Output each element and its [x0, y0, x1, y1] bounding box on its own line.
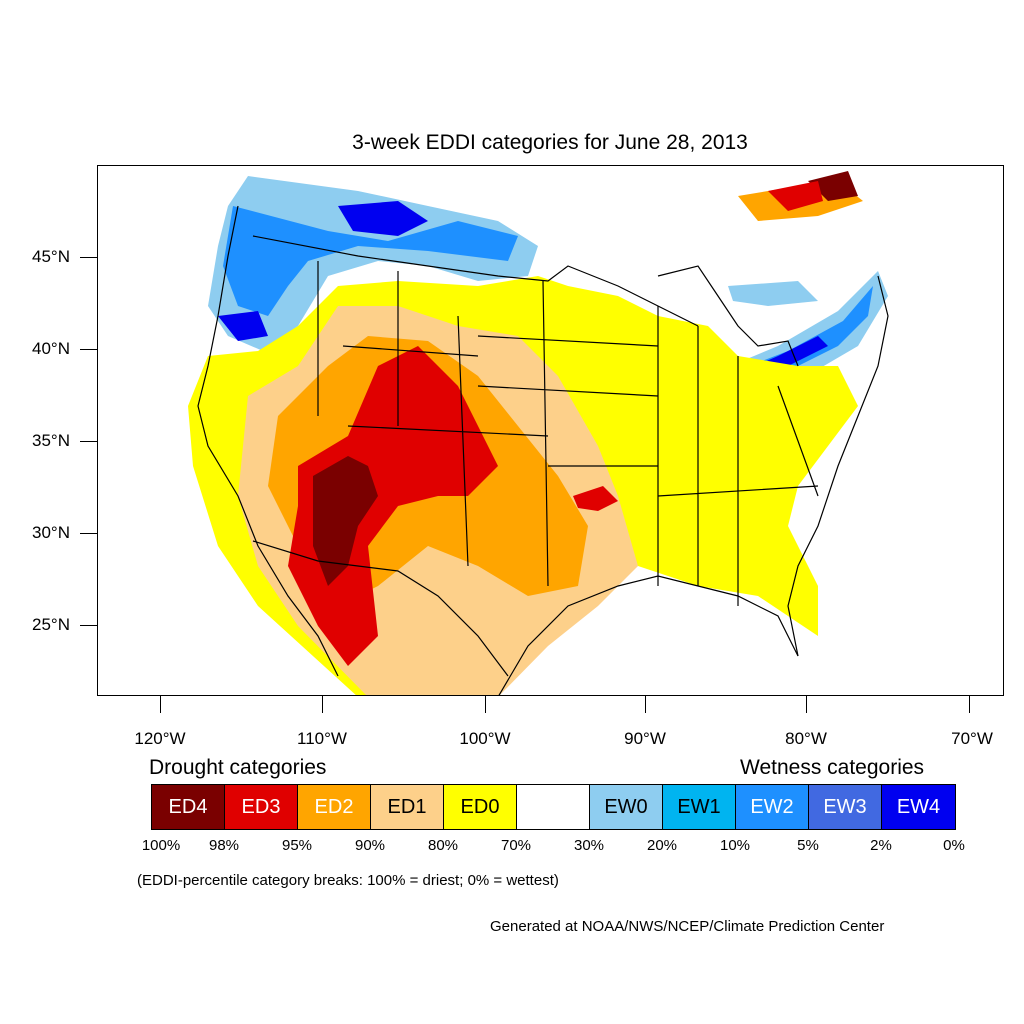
- ed3-small-region: [573, 486, 618, 511]
- lon-label-70: 70°W: [951, 729, 993, 748]
- legend-box-ed2: ED2: [298, 785, 371, 829]
- lat-tick-45: [80, 257, 97, 258]
- lon-tick-110: [322, 696, 323, 713]
- lat-label-45: 45°N: [32, 247, 70, 266]
- legend-box-ew4: EW4: [882, 785, 955, 829]
- lat-tick-40: [80, 349, 97, 350]
- legend-box-ew0: EW0: [590, 785, 663, 829]
- lon-label-100: 100°W: [459, 729, 511, 748]
- great-lakes: [657, 265, 799, 367]
- lat-tick-35: [80, 441, 97, 442]
- lon-label-80: 80°W: [785, 729, 827, 748]
- lon-tick-120: [160, 696, 161, 713]
- break-label: 20%: [646, 837, 678, 854]
- credit-line: Generated at NOAA/NWS/NCEP/Climate Predi…: [490, 918, 885, 935]
- break-label: 2%: [870, 837, 892, 854]
- northwest-ew2-region: [223, 206, 518, 316]
- legend-box-ed1: ED1: [371, 785, 444, 829]
- lat-tick-25: [80, 625, 97, 626]
- lon-label-90: 90°W: [624, 729, 666, 748]
- break-label: 70%: [500, 837, 532, 854]
- east-coast-line: [787, 275, 889, 657]
- northeast-ed3-region: [768, 181, 823, 211]
- state-lines-west: [317, 261, 549, 567]
- legend-box-ew1: EW1: [663, 785, 736, 829]
- break-label: 0%: [943, 837, 965, 854]
- wetness-categories-heading: Wetness categories: [740, 756, 925, 779]
- category-legend: ED4 ED3 ED2 ED1 ED0 EW0 EW1 EW2 EW3 EW4: [151, 784, 956, 830]
- lon-label-120: 120°W: [134, 729, 186, 748]
- lat-label-40: 40°N: [32, 339, 70, 358]
- eddi-map: [188, 171, 889, 695]
- legend-box-ed4: ED4: [152, 785, 225, 829]
- legend-box-ed0: ED0: [444, 785, 517, 829]
- state-lines-central: [477, 280, 659, 587]
- lon-tick-90: [645, 696, 646, 713]
- state-lines-east: [657, 326, 819, 606]
- mexico-border: [252, 540, 509, 677]
- lon-tick-70: [969, 696, 970, 713]
- legend-box-ed3: ED3: [225, 785, 298, 829]
- legend-box-ew2: EW2: [736, 785, 809, 829]
- country-border-north: [252, 235, 699, 327]
- lon-tick-80: [806, 696, 807, 713]
- break-label: 100%: [141, 837, 181, 854]
- lat-label-35: 35°N: [32, 431, 70, 450]
- ed3-region: [288, 346, 498, 666]
- break-label: 5%: [797, 837, 819, 854]
- break-label: 90%: [354, 837, 386, 854]
- lat-label-30: 30°N: [32, 523, 70, 542]
- lon-label-110: 110°W: [297, 729, 347, 748]
- west-coast-line: [197, 205, 339, 677]
- lat-tick-30: [80, 533, 97, 534]
- legend-box-ew3: EW3: [809, 785, 882, 829]
- break-label: 10%: [719, 837, 751, 854]
- break-label: 30%: [573, 837, 605, 854]
- canada-wet-patch: [728, 281, 818, 306]
- map-panel: [97, 165, 1004, 696]
- map-title: 3-week EDDI categories for June 28, 2013: [352, 131, 748, 154]
- northwest-ew4-region: [338, 201, 428, 236]
- lon-tick-100: [485, 696, 486, 713]
- ed4-region: [313, 456, 378, 586]
- drought-categories-heading: Drought categories: [149, 756, 327, 779]
- northwest-wet-region: [208, 176, 538, 351]
- category-break-note: (EDDI-percentile category breaks: 100% =…: [137, 872, 559, 889]
- break-label: 98%: [208, 837, 240, 854]
- break-label: 95%: [281, 837, 313, 854]
- lat-label-25: 25°N: [32, 615, 70, 634]
- northwest-ew4-small: [218, 311, 268, 341]
- break-label: 80%: [427, 837, 459, 854]
- legend-box-neutral: [517, 785, 590, 829]
